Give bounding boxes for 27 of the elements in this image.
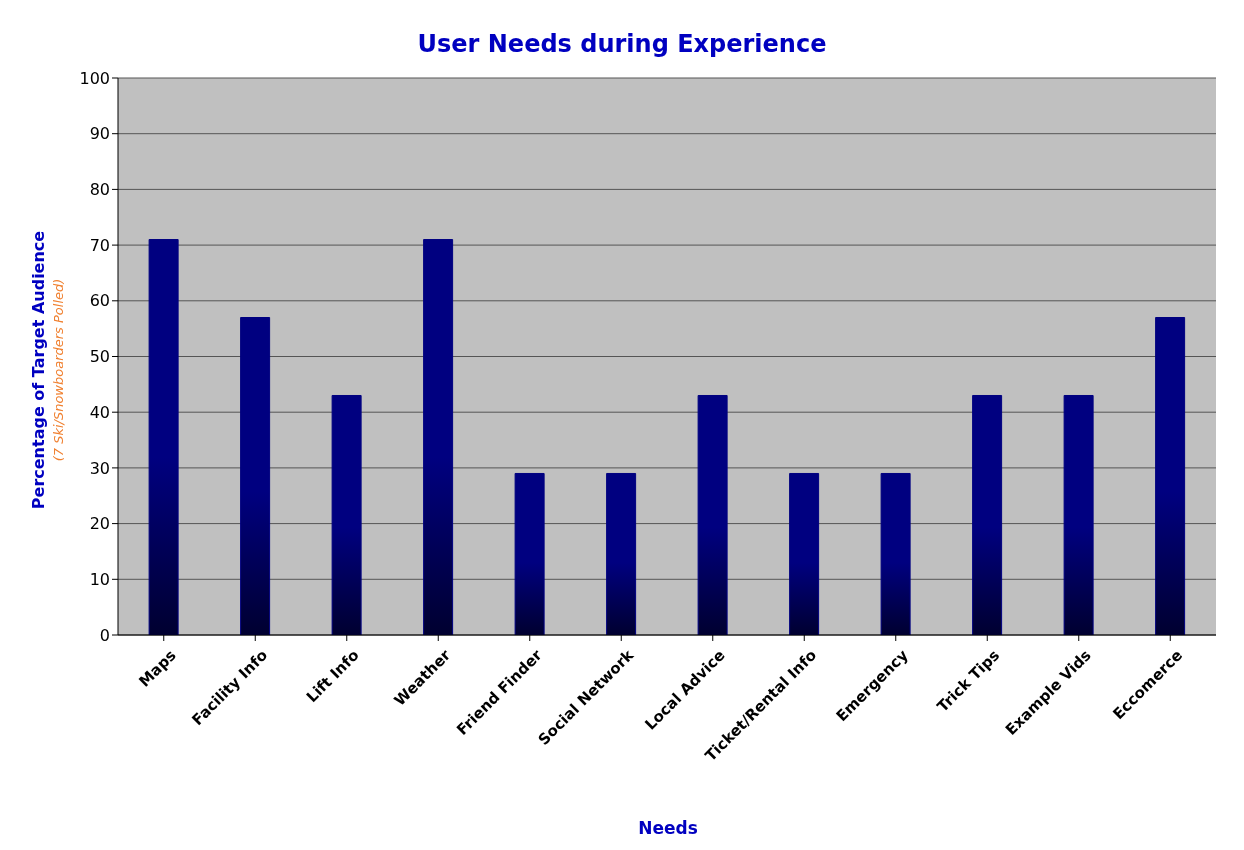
x-axis-title: Needs (637, 818, 699, 838)
bar (240, 317, 271, 635)
bar (148, 239, 179, 635)
bar (423, 239, 454, 635)
y-tick-label: 20 (89, 514, 110, 534)
y-tick-label: 90 (89, 124, 110, 144)
text: (7 Ski/Snowboarders Polled) (50, 278, 66, 462)
y-tick-label: 0 (99, 625, 110, 645)
bar (697, 394, 728, 635)
y-tick-label: 30 (89, 458, 110, 478)
bar (1063, 394, 1094, 635)
bar (880, 472, 911, 635)
y-tick-label: 60 (89, 291, 110, 311)
chart-title: User Needs during Experience (416, 30, 828, 58)
bar (331, 394, 362, 635)
bar (972, 394, 1003, 635)
y-tick-label: 50 (89, 347, 110, 367)
bar (1155, 317, 1186, 635)
bar (514, 472, 545, 635)
bar (789, 472, 820, 635)
bar (606, 472, 637, 635)
y-tick-label: 70 (89, 235, 110, 255)
y-axis-title: Percentage of Target Audience (28, 230, 48, 510)
y-tick-label: 10 (89, 569, 110, 589)
y-tick-label: 40 (89, 402, 110, 422)
y-tick-label: 100 (79, 68, 110, 88)
y-tick-label: 80 (89, 180, 110, 200)
